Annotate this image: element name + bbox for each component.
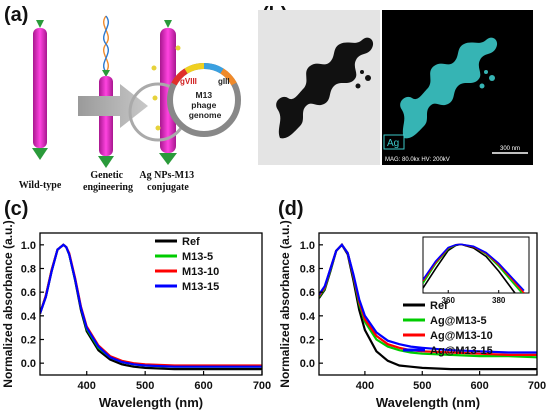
y-tick-label: 0.6 (21, 287, 36, 299)
series-line (40, 243, 262, 367)
genome-title-line: phage (191, 100, 216, 110)
engineered-phage-icon (98, 70, 114, 168)
legend-label: Ref (182, 236, 200, 248)
stage-caption: Ag NPs-M13 conjugate (139, 170, 196, 193)
panel-a-label: (a) (4, 4, 29, 26)
eds-ag-signal-icon (400, 37, 498, 139)
y-tick-label: 0.2 (21, 335, 36, 347)
stage-caption: Genetic engineering (83, 170, 133, 193)
panel-c-label: (c) (4, 198, 29, 220)
inset-series-line (423, 243, 525, 292)
micrograph-footer: MAG: 80.0kx HV: 200kV (385, 157, 450, 163)
inset-x-tick-label: 380 (492, 296, 506, 305)
y-tick-label: 1.0 (21, 240, 36, 252)
y-tick-label: 0.8 (300, 264, 315, 276)
stage-caption-line: conjugate (147, 182, 189, 193)
legend-label: Ag@M13-10 (430, 330, 493, 342)
ag-label-box (383, 134, 405, 150)
x-tick-label: 700 (528, 380, 546, 392)
y-tick-label: 0.2 (300, 335, 315, 347)
series-line (319, 243, 537, 354)
y-tick-label: 0.6 (300, 287, 315, 299)
y-tick-label: 0.0 (21, 358, 36, 370)
dna-helix-icon (103, 15, 109, 73)
y-axis-label: Normalized absorbance (a.u.) (278, 220, 292, 387)
legend-label: M13-10 (182, 266, 219, 278)
y-tick-label: 1.0 (300, 240, 315, 252)
y-axis-label: Normalized absorbance (a.u.) (1, 220, 15, 387)
legend-label: M13-5 (182, 251, 213, 263)
inset-x-tick-label: 360 (442, 296, 456, 305)
genome-title-line: genome (189, 110, 222, 120)
inset-frame (422, 236, 530, 294)
x-tick-label: 600 (470, 380, 488, 392)
legend-label: Ref (430, 300, 448, 312)
legend-label: M13-15 (182, 281, 219, 293)
tem-aggregate-icon (276, 37, 374, 139)
stage-caption-line: Genetic (90, 170, 123, 181)
genome-title-line: M13 (196, 90, 213, 100)
plot-frame (39, 232, 263, 376)
panel-d-label: (d) (278, 198, 304, 220)
stage-caption: Wild-type (19, 180, 62, 191)
panel-b-micrographs: Ag MAG: 80.0kx HV: 200kV 300 nm (258, 10, 533, 165)
absorbance-chart-d: 400 500 600 700 0.0 0.2 0.4 0.6 0.8 1.0 Wavelength… (278, 220, 546, 410)
x-tick-label: 600 (194, 380, 212, 392)
x-tick-label: 400 (356, 380, 374, 392)
panel-a-illustration: gVIII gIII M13 phage genome Wild-type Ge… (19, 15, 241, 193)
series-line (40, 243, 262, 371)
genome-plasmid-icon (167, 62, 241, 137)
stage-caption-line: engineering (83, 182, 133, 193)
genome-title: M13 phage genome (189, 90, 222, 120)
y-tick-label: 0.4 (300, 311, 316, 323)
x-axis-label: Wavelength (nm) (376, 395, 480, 410)
stage-caption-line: Ag NPs-M13 (139, 170, 194, 181)
scale-bar-label: 300 nm (500, 146, 520, 152)
legend-label: Ag@M13-15 (430, 345, 493, 357)
y-tick-label: 0.0 (300, 358, 315, 370)
legend-label: Ag@M13-5 (430, 315, 487, 327)
x-tick-label: 400 (78, 380, 96, 392)
y-tick-label: 0.8 (21, 264, 36, 276)
ag-map-label: Ag (387, 138, 399, 149)
absorbance-chart-c: 400 500 600 700 0.0 0.2 0.4 0.6 0.8 1.0 Wavelength… (1, 220, 271, 410)
gene-iii-label: gIII (218, 77, 230, 86)
plot-frame (318, 232, 538, 376)
wild-type-phage-icon (32, 20, 48, 160)
x-tick-label: 500 (413, 380, 431, 392)
y-tick-label: 0.4 (21, 311, 37, 323)
x-tick-label: 700 (253, 380, 271, 392)
eds-ag-map (382, 10, 533, 165)
series-line (40, 243, 262, 368)
x-tick-label: 500 (136, 380, 154, 392)
gene-viii-label: gVIII (180, 77, 197, 86)
series-line (40, 243, 262, 368)
x-axis-label: Wavelength (nm) (99, 395, 203, 410)
